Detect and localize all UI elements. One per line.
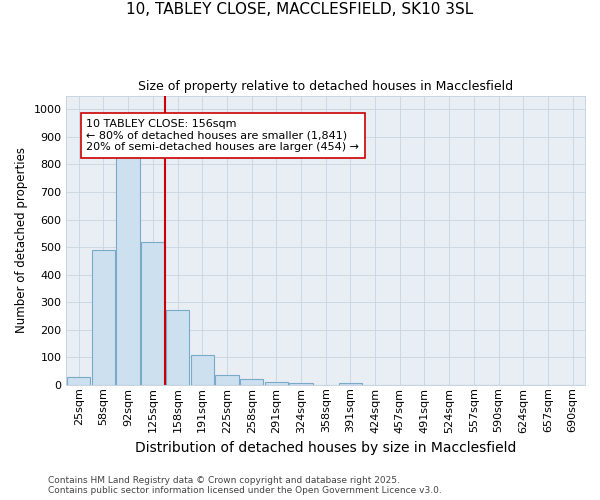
Y-axis label: Number of detached properties: Number of detached properties [15,147,28,333]
Text: 10, TABLEY CLOSE, MACCLESFIELD, SK10 3SL: 10, TABLEY CLOSE, MACCLESFIELD, SK10 3SL [127,2,473,18]
Bar [240,380,263,385]
Bar [215,375,239,385]
Bar [191,355,214,385]
Bar [92,250,115,385]
Title: Size of property relative to detached houses in Macclesfield: Size of property relative to detached ho… [138,80,513,93]
Bar [166,310,189,385]
Bar [338,383,362,385]
Bar [289,384,313,385]
Bar [141,242,164,385]
Text: Contains HM Land Registry data © Crown copyright and database right 2025.
Contai: Contains HM Land Registry data © Crown c… [48,476,442,495]
Bar [67,377,91,385]
Bar [116,156,140,385]
Text: 10 TABLEY CLOSE: 156sqm
← 80% of detached houses are smaller (1,841)
20% of semi: 10 TABLEY CLOSE: 156sqm ← 80% of detache… [86,119,359,152]
X-axis label: Distribution of detached houses by size in Macclesfield: Distribution of detached houses by size … [135,441,517,455]
Bar [265,382,288,385]
